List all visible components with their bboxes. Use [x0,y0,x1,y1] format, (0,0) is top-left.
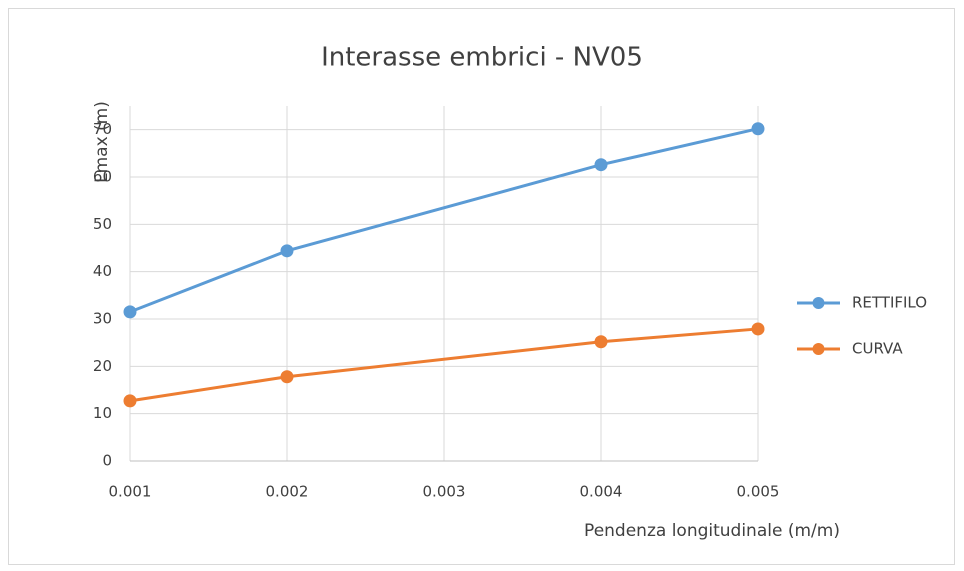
x-tick-label: 0.001 [109,483,152,501]
y-tick-label: 60 [93,168,112,186]
legend-label: CURVA [852,340,903,358]
x-tick-label: 0.002 [266,483,309,501]
y-tick-label: 10 [93,404,112,422]
y-tick-label: 40 [93,262,112,280]
legend-label: RETTIFILO [852,294,927,312]
data-point [751,122,765,136]
data-point [751,322,765,336]
y-tick-label: 70 [93,120,112,138]
y-tick-label: 20 [93,357,112,375]
chart-title: Interasse embrici - NV05 [321,43,643,73]
legend-marker [812,343,825,355]
data-point [280,244,294,258]
data-point [123,394,137,408]
x-tick-label: 0.003 [423,483,466,501]
series-line [129,127,759,314]
data-point [123,305,137,319]
legend-marker [812,297,825,309]
y-tick-label: 50 [93,215,112,233]
y-tick-label: 30 [93,310,112,328]
data-point [280,370,294,384]
x-tick-label: 0.005 [737,483,780,501]
x-tick-label: 0.004 [580,483,623,501]
y-axis-label: Lmax (m) [92,101,112,183]
data-point [594,158,608,172]
chart-border [8,8,955,565]
y-tick-label: 0 [102,452,112,470]
x-axis-label: Pendenza longitudinale (m/m) [584,521,840,541]
series-line [129,327,759,403]
data-point [594,335,608,349]
